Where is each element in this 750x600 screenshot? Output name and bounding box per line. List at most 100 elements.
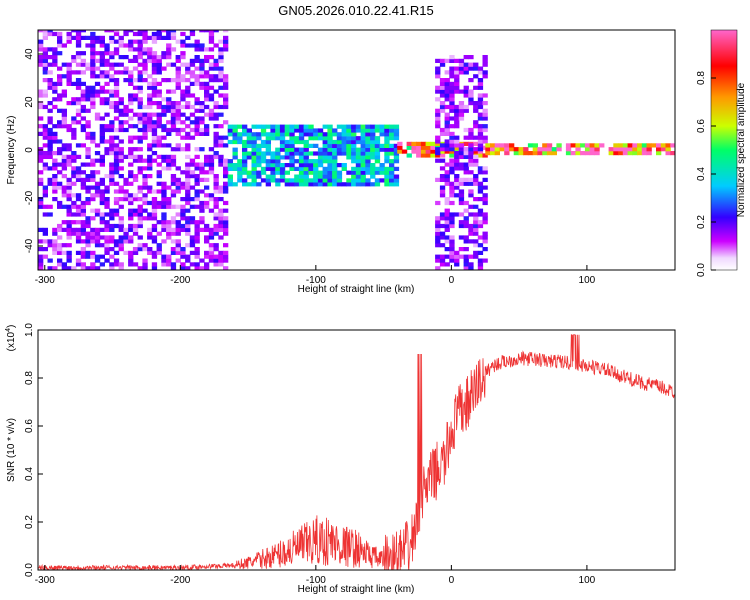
heatmap-cell bbox=[599, 143, 605, 148]
heatmap-cell bbox=[142, 243, 148, 248]
heatmap-cell bbox=[360, 155, 366, 160]
heatmap-cell bbox=[265, 147, 271, 152]
heatmap-cell bbox=[161, 158, 167, 163]
heatmap-cell bbox=[370, 163, 376, 168]
heatmap-cell bbox=[75, 208, 82, 213]
heatmap-cell bbox=[256, 155, 262, 160]
heatmap-cell bbox=[454, 124, 460, 129]
heatmap-cell bbox=[118, 220, 124, 225]
heatmap-cell bbox=[389, 170, 395, 175]
heatmap-cell bbox=[123, 189, 129, 194]
heatmap-cell bbox=[242, 163, 248, 168]
heatmap-cell bbox=[439, 81, 446, 86]
heatmap-cell bbox=[468, 204, 474, 209]
heatmap-cell bbox=[151, 58, 158, 63]
heatmap-cell bbox=[99, 189, 105, 194]
heatmap-cell bbox=[327, 170, 333, 175]
heatmap-cell bbox=[42, 47, 48, 52]
heatmap-cell bbox=[454, 89, 460, 94]
heatmap-cell bbox=[47, 116, 53, 121]
heatmap-cell bbox=[265, 159, 271, 164]
heatmap-cell bbox=[166, 47, 172, 52]
heatmap-cell bbox=[444, 212, 450, 217]
heatmap-cell bbox=[189, 204, 196, 209]
heatmap-cell bbox=[61, 243, 67, 248]
heatmap-cell bbox=[430, 141, 436, 146]
heatmap-cell bbox=[128, 197, 134, 202]
heatmap-cell bbox=[294, 151, 300, 156]
heatmap-cell bbox=[166, 223, 172, 229]
heatmap-cell bbox=[468, 101, 474, 106]
heatmap-cell bbox=[194, 66, 200, 71]
heatmap-cell bbox=[463, 85, 469, 90]
heatmap-cell bbox=[618, 147, 624, 152]
heatmap-cell bbox=[463, 135, 469, 140]
heatmap-cell bbox=[463, 262, 469, 267]
heatmap-cell bbox=[66, 35, 72, 40]
heatmap-cell bbox=[454, 135, 460, 140]
heatmap-cell bbox=[175, 189, 181, 194]
heatmap-cell bbox=[123, 104, 129, 110]
heatmap-cell bbox=[175, 104, 181, 110]
heatmap-cell bbox=[213, 43, 219, 48]
heatmap-cell bbox=[180, 31, 186, 37]
heatmap-cell bbox=[75, 193, 82, 198]
heatmap-cell bbox=[303, 170, 309, 175]
heatmap-cell bbox=[444, 254, 450, 259]
heatmap-cell bbox=[458, 143, 465, 148]
heatmap-cell bbox=[170, 193, 177, 198]
heatmap-cell bbox=[365, 166, 371, 171]
heatmap-cell bbox=[454, 74, 460, 79]
heatmap-cell bbox=[389, 128, 395, 133]
heatmap-cell bbox=[379, 132, 385, 137]
heatmap-cell bbox=[439, 189, 446, 194]
heatmap-cell bbox=[52, 97, 58, 102]
heatmap-cell bbox=[151, 235, 158, 240]
heatmap-cell bbox=[594, 151, 600, 156]
heatmap-cell bbox=[57, 31, 63, 37]
heatmap-cell bbox=[449, 70, 455, 75]
heatmap-cell bbox=[147, 250, 153, 255]
heatmap-cell bbox=[458, 116, 465, 121]
heatmap-cell bbox=[637, 147, 643, 152]
heatmap-cell bbox=[565, 151, 572, 156]
heatmap-cell bbox=[449, 200, 455, 206]
heatmap-cell bbox=[365, 143, 371, 148]
heatmap-cell bbox=[104, 112, 110, 117]
heatmap-cell bbox=[147, 116, 153, 121]
heatmap-cell bbox=[189, 239, 196, 244]
heatmap-cell bbox=[275, 147, 281, 152]
heatmap-cell bbox=[284, 170, 290, 175]
heatmap-cell bbox=[384, 151, 390, 156]
heatmap-cell bbox=[128, 239, 134, 244]
heatmap-cell bbox=[151, 151, 158, 156]
heatmap-cell bbox=[439, 212, 446, 217]
heatmap-cell bbox=[142, 124, 148, 129]
heatmap-cell bbox=[199, 108, 205, 113]
heatmap-cell bbox=[435, 116, 441, 121]
heatmap-cell bbox=[449, 170, 455, 175]
heatmap-cell bbox=[94, 208, 101, 213]
heatmap-cell bbox=[85, 266, 91, 270]
heatmap-cell bbox=[444, 116, 450, 121]
heatmap-cell bbox=[166, 55, 172, 60]
heatmap-cell bbox=[80, 200, 86, 206]
heatmap-cell bbox=[66, 31, 72, 37]
heatmap-cell bbox=[473, 85, 479, 90]
heatmap-cell bbox=[384, 178, 390, 183]
heatmap-cell bbox=[170, 30, 177, 33]
heatmap-cell bbox=[123, 55, 129, 60]
heatmap-cell bbox=[218, 162, 224, 167]
heatmap-cell bbox=[194, 131, 200, 136]
heatmap-cell bbox=[118, 97, 124, 102]
heatmap-cell bbox=[208, 108, 215, 113]
heatmap-cell bbox=[170, 78, 177, 83]
heatmap-cell bbox=[379, 147, 385, 152]
heatmap-cell bbox=[199, 216, 205, 221]
heatmap-cell bbox=[397, 141, 403, 146]
heatmap-cell bbox=[99, 131, 105, 136]
heatmap-cell bbox=[118, 151, 124, 156]
heatmap-cell bbox=[449, 135, 455, 140]
heatmap-cell bbox=[118, 227, 124, 232]
heatmap-cell bbox=[322, 132, 328, 137]
